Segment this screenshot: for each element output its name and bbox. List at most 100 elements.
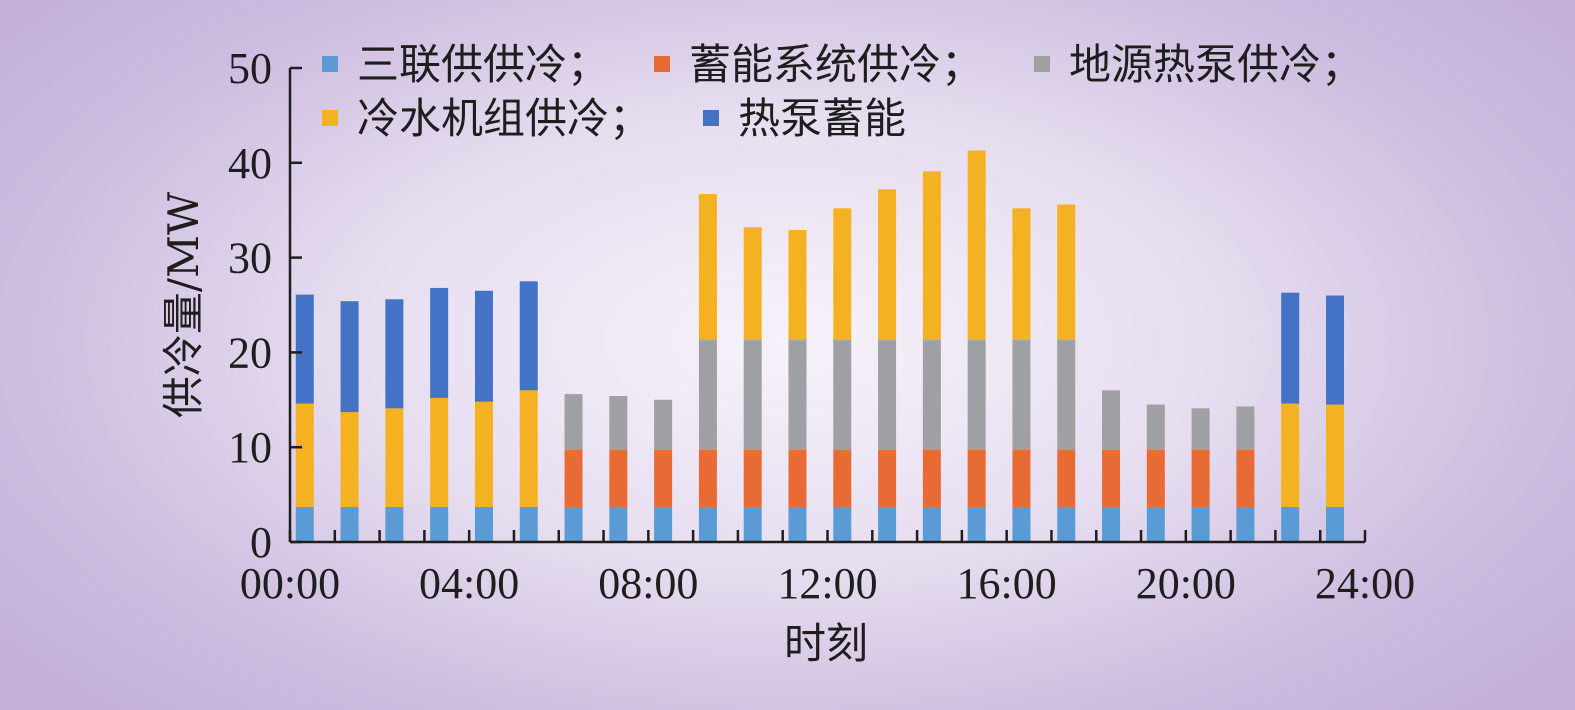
x-tick-label: 12:00 <box>777 559 877 608</box>
bar-segment <box>564 506 583 542</box>
y-tick-label: 0 <box>250 518 272 567</box>
bar-segment <box>385 408 404 507</box>
bar-segment <box>743 227 762 341</box>
y-tick-label: 20 <box>228 328 272 377</box>
bar-segment <box>788 506 807 542</box>
bar-segment <box>1146 450 1165 507</box>
legend-swatch <box>322 56 338 72</box>
bar-segment <box>788 340 807 451</box>
bar-segment <box>1325 506 1344 542</box>
bar-segment <box>295 403 314 507</box>
bar-segment <box>833 340 852 451</box>
bar-segment <box>1057 450 1076 507</box>
bar-segment <box>1057 340 1076 451</box>
bar-segment <box>295 506 314 542</box>
bar-segment <box>1281 292 1300 404</box>
bar-segment <box>1191 408 1210 451</box>
bar-segment <box>833 450 852 507</box>
x-tick-label: 16:00 <box>957 559 1057 608</box>
x-tick-label: 04:00 <box>419 559 519 608</box>
x-tick-label: 20:00 <box>1136 559 1236 608</box>
bar-segment <box>474 401 493 507</box>
bar-segment <box>967 450 986 507</box>
legend-swatch <box>703 110 719 126</box>
bar-segment <box>609 396 628 451</box>
bar-segment <box>878 189 897 341</box>
bar-segment <box>878 340 897 451</box>
bar-segment <box>1012 450 1031 507</box>
bar-segment <box>519 390 538 507</box>
bar-segment <box>654 450 673 507</box>
bar-segment <box>698 506 717 542</box>
bar-segment <box>430 506 449 542</box>
bar-segment <box>474 506 493 542</box>
bar-segment <box>340 506 359 542</box>
bar-segment <box>430 397 449 507</box>
bar-segment <box>967 340 986 451</box>
bar-segment <box>474 290 493 402</box>
bar-segment <box>788 450 807 507</box>
legend-label: 蓄能系统供冷； <box>689 40 983 89</box>
y-axis-title: 供冷量/MW <box>159 191 208 418</box>
y-tick-label: 10 <box>228 423 272 472</box>
legend-label: 地源热泵供冷； <box>1069 40 1363 89</box>
bar-segment <box>967 506 986 542</box>
bar-segment <box>1325 295 1344 405</box>
axes-layer <box>288 66 1367 544</box>
legend-label: 冷水机组供冷； <box>357 94 651 143</box>
bar-segment <box>519 281 538 391</box>
bar-segment <box>788 230 807 341</box>
bar-segment <box>654 399 673 451</box>
bar-segment <box>1236 506 1255 542</box>
bar-segment <box>1102 390 1121 451</box>
bar-segment <box>878 506 897 542</box>
bar-segment <box>609 506 628 542</box>
bar-segment <box>878 450 897 507</box>
bar-segment <box>1281 506 1300 542</box>
x-tick-label: 24:00 <box>1315 559 1415 608</box>
bar-segment <box>1191 450 1210 507</box>
bar-segment <box>1281 403 1300 507</box>
y-tick-label: 50 <box>228 44 272 93</box>
bar-segment <box>833 208 852 341</box>
bar-segment <box>922 340 941 451</box>
bar-segment <box>698 194 717 341</box>
x-tick-label: 08:00 <box>598 559 698 608</box>
bar-segment <box>1102 506 1121 542</box>
x-tick-label: 00:00 <box>240 559 340 608</box>
bar-segment <box>430 287 449 398</box>
bar-segment <box>1236 406 1255 451</box>
bar-segment <box>609 450 628 507</box>
bar-segment <box>698 450 717 507</box>
bar-segment <box>922 450 941 507</box>
bar-segment <box>519 506 538 542</box>
bar-segment <box>1012 340 1031 451</box>
bar-segment <box>1057 204 1076 341</box>
legend-swatch <box>322 110 338 126</box>
bar-segment <box>833 506 852 542</box>
bar-segment <box>1057 506 1076 542</box>
bar-segment <box>1146 506 1165 542</box>
bar-segment <box>1102 450 1121 507</box>
y-tick-label: 40 <box>228 139 272 188</box>
tick-labels-layer: 0 10 20 30 40 50 00:00 04:00 08:00 12:00 16:00 20:0… <box>228 44 1415 608</box>
bars-layer <box>295 150 1344 542</box>
bar-segment <box>1012 208 1031 341</box>
bar-segment <box>1325 404 1344 507</box>
bar-segment <box>340 412 359 507</box>
legend: 三联供供冷； 蓄能系统供冷； 地源热泵供冷； 冷水机组供冷； 热泵蓄能 <box>322 40 1363 143</box>
bar-segment <box>743 450 762 507</box>
bar-segment <box>1191 506 1210 542</box>
legend-label: 三联供供冷； <box>357 40 609 89</box>
bar-segment <box>1146 404 1165 451</box>
bar-segment <box>1012 506 1031 542</box>
bar-segment <box>743 340 762 451</box>
bar-segment <box>1236 450 1255 507</box>
bar-segment <box>564 394 583 451</box>
legend-swatch <box>654 56 670 72</box>
bar-segment <box>385 506 404 542</box>
bar-segment <box>385 299 404 409</box>
bar-segment <box>340 301 359 413</box>
bar-segment <box>698 340 717 451</box>
